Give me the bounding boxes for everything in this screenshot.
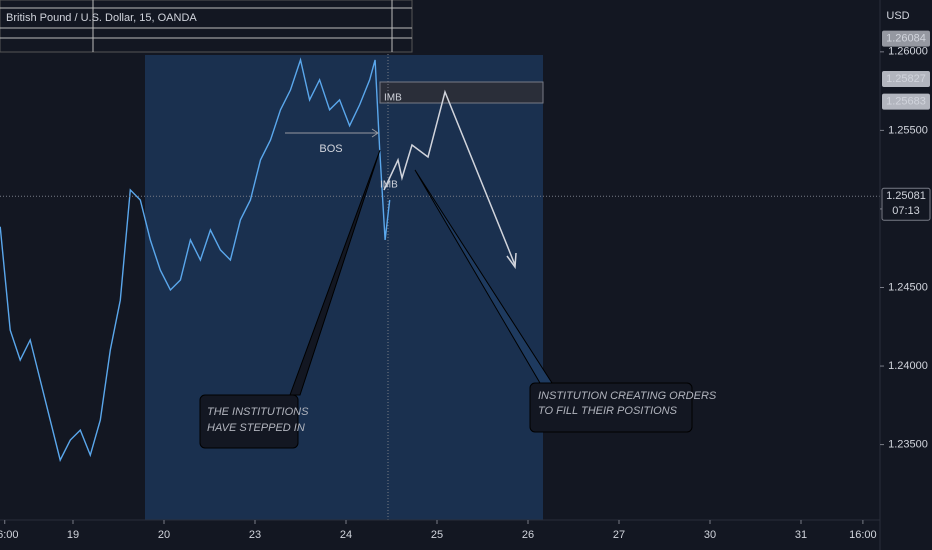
note-box: [199, 394, 299, 449]
bos-arrow: [371, 128, 379, 138]
highlight-zone: [145, 55, 543, 520]
price-tag: [882, 30, 930, 47]
x-tick-label: 30: [704, 529, 716, 541]
order-block: [379, 81, 544, 104]
x-tick-label: 25: [431, 529, 443, 541]
x-tick-label: 24: [340, 529, 352, 541]
countdown-label: 07:13: [892, 205, 920, 217]
price-line: [0, 57, 391, 463]
y-tick-label: 1.25500: [888, 124, 928, 136]
note-text: TO FILL THEIR POSITIONS: [538, 405, 678, 417]
plot: [0, 57, 880, 463]
bos-label: BOS: [319, 143, 342, 155]
x-tick-label: 23: [249, 529, 261, 541]
projection-path: [383, 89, 516, 266]
legend-panel: [0, 0, 413, 53]
x-tick-label: 19: [67, 529, 79, 541]
x-tick-label: 26: [522, 529, 534, 541]
imb-label: IMB: [384, 93, 402, 104]
x-tick-label: 27: [613, 529, 625, 541]
currency-label: USD: [886, 10, 909, 22]
x-tick-label: 20: [158, 529, 170, 541]
imb-label: IMB: [380, 180, 398, 191]
x-tick-label: 16:00: [0, 529, 18, 541]
price-tag-label: 1.25827: [886, 73, 926, 85]
y-tick-label: 1.26000: [888, 46, 928, 58]
note-box: [529, 382, 693, 433]
x-tick-label: 16:00: [849, 529, 877, 541]
price-tag-label: 1.26084: [886, 33, 926, 45]
x-tick-label: 31: [795, 529, 807, 541]
chart-title: British Pound / U.S. Dollar, 15, OANDA: [6, 12, 197, 24]
price-tag: [882, 93, 930, 110]
y-tick-label: 1.24000: [888, 360, 928, 372]
price-tag: [881, 187, 931, 221]
note-text: HAVE STEPPED IN: [207, 422, 305, 434]
price-tag-label: 1.25683: [886, 96, 926, 108]
price-tag: [882, 71, 930, 88]
y-tick-label: 1.24500: [888, 281, 928, 293]
price-tag-label: 1.25081: [886, 190, 926, 202]
y-tick-label: 1.23500: [888, 438, 928, 450]
projection-arrow: [506, 252, 517, 270]
note-text: INSTITUTION CREATING ORDERS: [538, 390, 717, 402]
note-text: THE INSTITUTIONS: [207, 406, 309, 418]
